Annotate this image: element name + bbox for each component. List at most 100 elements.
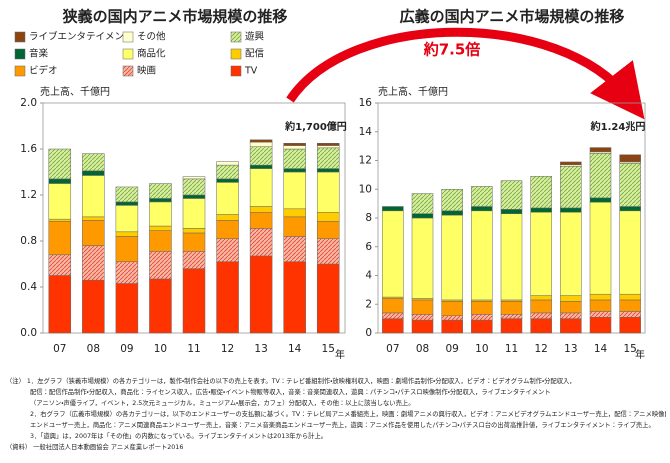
bar-segment bbox=[182, 232, 206, 252]
y-tick-label: 10 bbox=[359, 183, 372, 195]
bar-segment bbox=[589, 147, 612, 153]
legend-swatch bbox=[230, 65, 242, 77]
legend-label: 映画 bbox=[137, 65, 156, 77]
bar-segment bbox=[283, 145, 306, 150]
bar-segment bbox=[441, 210, 463, 216]
bar-segment bbox=[149, 278, 172, 334]
bar-segment bbox=[249, 168, 273, 207]
bar-segment bbox=[149, 201, 172, 227]
chart-title: 広義の国内アニメ市場規模の推移 bbox=[400, 8, 625, 26]
bar-segment bbox=[500, 318, 523, 334]
bar-segment bbox=[500, 301, 523, 315]
bar-segment bbox=[82, 170, 105, 176]
bar-segment bbox=[249, 146, 273, 166]
bar-segment bbox=[48, 254, 72, 276]
footnote-line: （資料） 一般社団法人日本動画協会 アニメ産業レポート2016 bbox=[6, 444, 184, 451]
y-tick-label: 6 bbox=[365, 241, 372, 253]
y-tick-label: 0.8 bbox=[20, 235, 37, 247]
bar-segment bbox=[283, 261, 306, 334]
bar-segment bbox=[316, 212, 340, 222]
bar-segment bbox=[382, 206, 404, 212]
bar-segment bbox=[316, 263, 340, 334]
bar-segment bbox=[619, 293, 641, 301]
x-tick-label: 14 bbox=[594, 343, 608, 355]
y-axis-label: 売上高、千億円 bbox=[40, 85, 110, 98]
legend-swatch bbox=[14, 48, 26, 60]
y-tick-label: 0 bbox=[365, 327, 372, 339]
bar-segment bbox=[182, 228, 206, 234]
bar-segment bbox=[471, 301, 493, 315]
bar-segment bbox=[283, 216, 306, 237]
bar-segment bbox=[530, 318, 552, 334]
bar-segment bbox=[619, 311, 641, 318]
bar-segment bbox=[560, 212, 582, 296]
bar-segment bbox=[471, 186, 493, 207]
bar-segment bbox=[619, 154, 641, 163]
bar-segment bbox=[589, 299, 612, 312]
bar-segment bbox=[182, 176, 206, 180]
y-tick-label: 2 bbox=[365, 298, 372, 310]
bar-segment bbox=[216, 238, 239, 262]
bar-segment bbox=[182, 198, 206, 229]
legend-label: TV bbox=[244, 66, 258, 77]
total-annotation: 約1.24兆円 bbox=[590, 120, 646, 133]
bar-segment bbox=[283, 171, 306, 210]
bar-segment bbox=[48, 221, 72, 256]
legend-swatch bbox=[14, 65, 26, 77]
bar-segment bbox=[560, 161, 582, 166]
bar-segment bbox=[589, 316, 612, 334]
x-tick-label: 07 bbox=[53, 343, 66, 355]
legend-swatch bbox=[122, 48, 134, 60]
footnotes: （注） 1．左グラフ（狭義市場規模）の各カテゴリーは，製作・制作会社の以下の売上… bbox=[6, 376, 666, 453]
y-tick-label: 12 bbox=[359, 155, 372, 167]
footnote-line: 2．右グラフ（広義市場規模）の各カテゴリーは，以下のエンドユーザーの支払額に基づ… bbox=[30, 411, 666, 418]
chart-title: 狭義の国内アニメ市場規模の推移 bbox=[62, 8, 288, 26]
footnote-line: 3．「遊興」は，2007年は「その他」の内数になっている。ライブエンタテイメント… bbox=[30, 433, 328, 440]
legend-swatch bbox=[122, 31, 134, 43]
bar-segment bbox=[182, 194, 206, 199]
bar-segment bbox=[316, 147, 340, 169]
bar-segment bbox=[115, 261, 139, 284]
legend-label: ライブエンタテイメント bbox=[29, 31, 134, 43]
bar-segment bbox=[411, 193, 434, 214]
bar-segment bbox=[589, 311, 612, 318]
x-tick-label: 13 bbox=[564, 343, 577, 355]
bar-segment bbox=[82, 279, 105, 334]
bar-segment bbox=[530, 207, 552, 213]
bar-segment bbox=[249, 206, 273, 213]
bar-segment bbox=[530, 299, 552, 314]
bar-segment bbox=[560, 295, 582, 302]
bar-segment bbox=[316, 221, 340, 239]
bar-segment bbox=[48, 275, 72, 334]
bar-segment bbox=[441, 315, 463, 321]
bar-segment bbox=[115, 201, 139, 206]
x-tick-label: 10 bbox=[475, 343, 488, 355]
bar-segment bbox=[149, 183, 172, 199]
bar-segment bbox=[619, 210, 641, 295]
bar-segment bbox=[249, 212, 273, 229]
bar-segment bbox=[411, 319, 434, 334]
bar-segment bbox=[382, 210, 404, 298]
bar-segment bbox=[249, 228, 273, 257]
bar-segment bbox=[82, 153, 105, 172]
bar-segment bbox=[471, 314, 493, 321]
bar-segment bbox=[182, 268, 206, 334]
bar-segment bbox=[560, 301, 582, 314]
bar-segment bbox=[283, 168, 306, 173]
ratio-label: 約7.5倍 bbox=[423, 41, 481, 59]
bar-segment bbox=[560, 207, 582, 213]
bar-segment bbox=[48, 218, 72, 222]
bar-segment bbox=[441, 214, 463, 301]
x-axis-unit: 年 bbox=[335, 348, 345, 361]
y-tick-label: 2.0 bbox=[20, 97, 37, 109]
bar-segment bbox=[589, 153, 612, 199]
bar-segment bbox=[411, 213, 434, 219]
bar-segment bbox=[441, 301, 463, 316]
bar-segment bbox=[382, 298, 404, 314]
bar-segment bbox=[500, 314, 523, 319]
bar-segment bbox=[441, 319, 463, 334]
bar-segment bbox=[411, 314, 434, 321]
bar-segment bbox=[589, 201, 612, 295]
